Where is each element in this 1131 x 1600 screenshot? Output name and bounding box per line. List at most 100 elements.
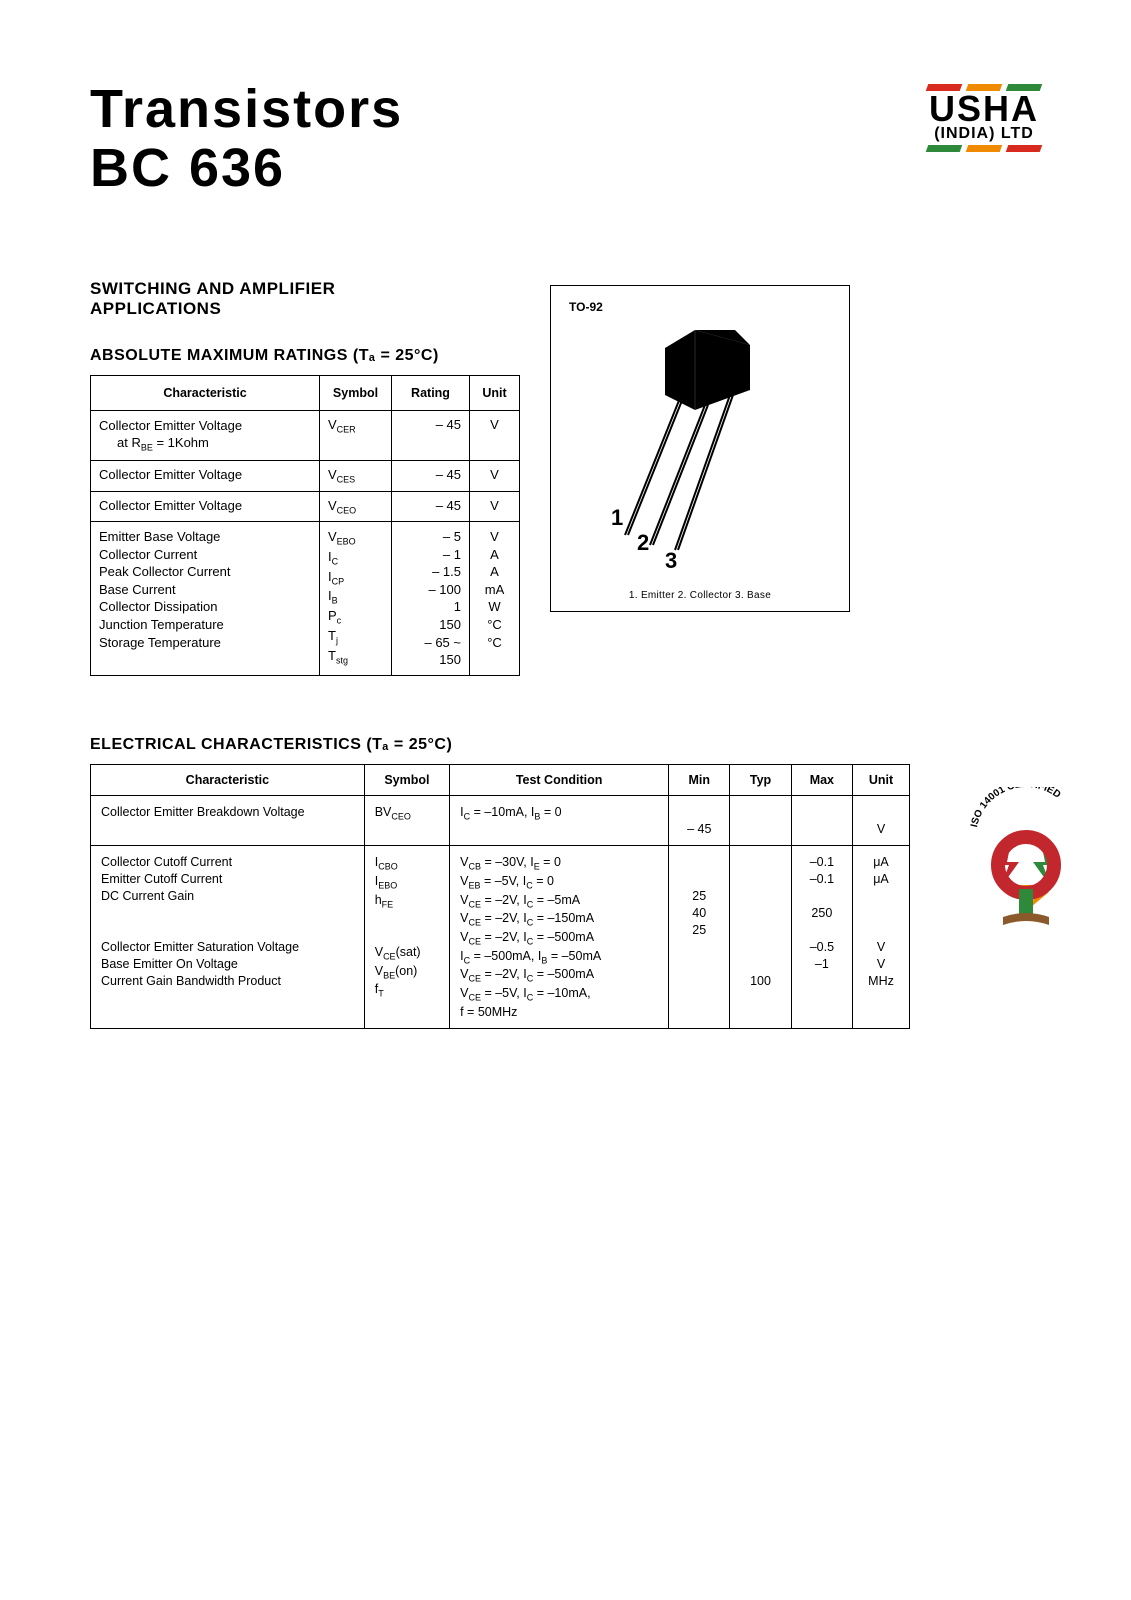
bar-orange-icon — [966, 145, 1003, 152]
char-text: DC Current Gain — [101, 888, 354, 905]
unit-text: W — [478, 598, 511, 616]
cell-unit: μA μA V V MHz — [853, 846, 910, 1029]
cell-char: Collector Emitter Voltage — [91, 491, 320, 522]
pin1-label: 1 — [611, 505, 623, 530]
rat-text: – 1 — [400, 546, 461, 564]
cell-unit: V — [470, 461, 520, 492]
cell-char: Collector Emitter Voltage at RBE = 1Kohm — [91, 410, 320, 460]
char-text: Collector Dissipation — [99, 598, 311, 616]
rat-text: 150 — [400, 616, 461, 634]
unit-text: μA — [863, 854, 899, 871]
cell-char: Emitter Base Voltage Collector Current P… — [91, 522, 320, 675]
cell-rating: – 45 — [392, 410, 470, 460]
cert-badge: ISO 14001 CERTIFIED — [961, 787, 1091, 929]
cell-rating: – 45 — [392, 461, 470, 492]
cell-rating: – 45 — [392, 491, 470, 522]
cell-char: Collector Cutoff Current Emitter Cutoff … — [91, 846, 365, 1029]
unit-text: V — [863, 956, 899, 973]
cell-min: 25 40 25 — [669, 846, 730, 1029]
table-row: Emitter Base Voltage Collector Current P… — [91, 522, 520, 675]
char-text: Peak Collector Current — [99, 563, 311, 581]
unit-text: °C — [478, 616, 511, 634]
table-row: Collector Cutoff Current Emitter Cutoff … — [91, 846, 910, 1029]
char-text: Collector Emitter Breakdown Voltage — [101, 804, 354, 821]
cell-unit: V — [470, 491, 520, 522]
cell-cond: IC = –10mA, IB = 0 — [450, 795, 669, 846]
iso-cert-icon: ISO 14001 CERTIFIED — [961, 787, 1091, 927]
rat-text: – 100 — [400, 581, 461, 599]
cell-rating: – 5 – 1 – 1.5 – 100 1 150 – 65 ~ 150 — [392, 522, 470, 675]
cell-unit: V — [470, 410, 520, 460]
th-sym: Symbol — [364, 764, 449, 795]
cell-unit: V A A mA W °C °C — [470, 522, 520, 675]
unit-text: MHz — [863, 973, 899, 990]
header: Transistors BC 636 USHA (INDIA) LTD — [90, 80, 1041, 199]
char-text: Collector Cutoff Current — [101, 854, 354, 871]
bar-red-icon — [1006, 145, 1043, 152]
right-column: TO-92 1 2 3 1. Emitter — [550, 279, 850, 612]
cell-sym: VCEO — [320, 491, 392, 522]
char-text: Collector Current — [99, 546, 311, 564]
th-unit: Unit — [853, 764, 910, 795]
heading-line1: SWITCHING AND AMPLIFIER — [90, 279, 335, 298]
unit-text: °C — [478, 634, 511, 652]
pin3-label: 3 — [665, 548, 677, 573]
char-text: Emitter Base Voltage — [99, 528, 311, 546]
logo-text: USHA — [927, 93, 1041, 125]
page: Transistors BC 636 USHA (INDIA) LTD SWIT… — [0, 0, 1131, 1069]
electrical-section: ELECTRICAL CHARACTERISTICS (Tₐ = 25°C) C… — [90, 736, 1041, 1030]
char-text: Base Emitter On Voltage — [101, 956, 354, 973]
unit-text: A — [478, 546, 511, 564]
min-text: – 45 — [679, 821, 719, 838]
bar-green-icon — [1006, 84, 1043, 91]
cell-sym: VEBO IC ICP IB Pc Tj Tstg — [320, 522, 392, 675]
th-cond: Test Condition — [450, 764, 669, 795]
pin2-label: 2 — [637, 530, 649, 555]
th-min: Min — [669, 764, 730, 795]
char-text: Current Gain Bandwidth Product — [101, 973, 354, 990]
logo-bars-bottom — [927, 145, 1041, 152]
cell-char: Collector Emitter Breakdown Voltage — [91, 795, 365, 846]
min-text: 25 — [679, 888, 719, 905]
bar-orange-icon — [966, 84, 1003, 91]
table-header-row: Characteristic Symbol Test Condition Min… — [91, 764, 910, 795]
th-typ: Typ — [730, 764, 791, 795]
th-characteristic: Characteristic — [91, 375, 320, 410]
bar-red-icon — [926, 84, 963, 91]
rat-text: – 1.5 — [400, 563, 461, 581]
th-rating: Rating — [392, 375, 470, 410]
content-row: SWITCHING AND AMPLIFIER APPLICATIONS ABS… — [90, 279, 1041, 676]
char-text: Collector Emitter Saturation Voltage — [101, 939, 354, 956]
elec-table: Characteristic Symbol Test Condition Min… — [90, 764, 910, 1030]
to92-package-icon: 1 2 3 — [595, 320, 805, 580]
table-row: Collector Emitter Voltage at RBE = 1Kohm… — [91, 410, 520, 460]
max-text: –1 — [802, 956, 842, 973]
unit-text: A — [478, 563, 511, 581]
cell-sym: ICBO IEBO hFE VCE(sat) VBE(on) fT — [364, 846, 449, 1029]
th-max: Max — [791, 764, 852, 795]
title-line1: Transistors — [90, 80, 403, 139]
cell-sym: VCES — [320, 461, 392, 492]
cell-unit: V — [853, 795, 910, 846]
cell-min: – 45 — [669, 795, 730, 846]
heading-line2: APPLICATIONS — [90, 299, 221, 318]
char-text-indent: at RBE = 1Kohm — [99, 434, 311, 454]
cell-char: Collector Emitter Voltage — [91, 461, 320, 492]
package-legend: 1. Emitter 2. Collector 3. Base — [569, 590, 831, 601]
th-symbol: Symbol — [320, 375, 392, 410]
cell-max: –0.1 –0.1 250 –0.5 –1 — [791, 846, 852, 1029]
package-box: TO-92 1 2 3 1. Emitter — [550, 285, 850, 612]
applications-heading: SWITCHING AND AMPLIFIER APPLICATIONS — [90, 279, 520, 319]
table-row: Collector Emitter Voltage VCES – 45 V — [91, 461, 520, 492]
unit-text: V — [863, 821, 899, 838]
rat-text: 1 — [400, 598, 461, 616]
cell-sym: VCER — [320, 410, 392, 460]
svg-text:ISO 14001 CERTIFIED: ISO 14001 CERTIFIED — [969, 787, 1062, 828]
rat-text: – 65 ~ 150 — [400, 634, 461, 669]
unit-text: V — [863, 939, 899, 956]
th-unit: Unit — [470, 375, 520, 410]
cell-sym: BVCEO — [364, 795, 449, 846]
left-column: SWITCHING AND AMPLIFIER APPLICATIONS ABS… — [90, 279, 520, 676]
char-text: Junction Temperature — [99, 616, 311, 634]
package-label: TO-92 — [569, 300, 831, 314]
